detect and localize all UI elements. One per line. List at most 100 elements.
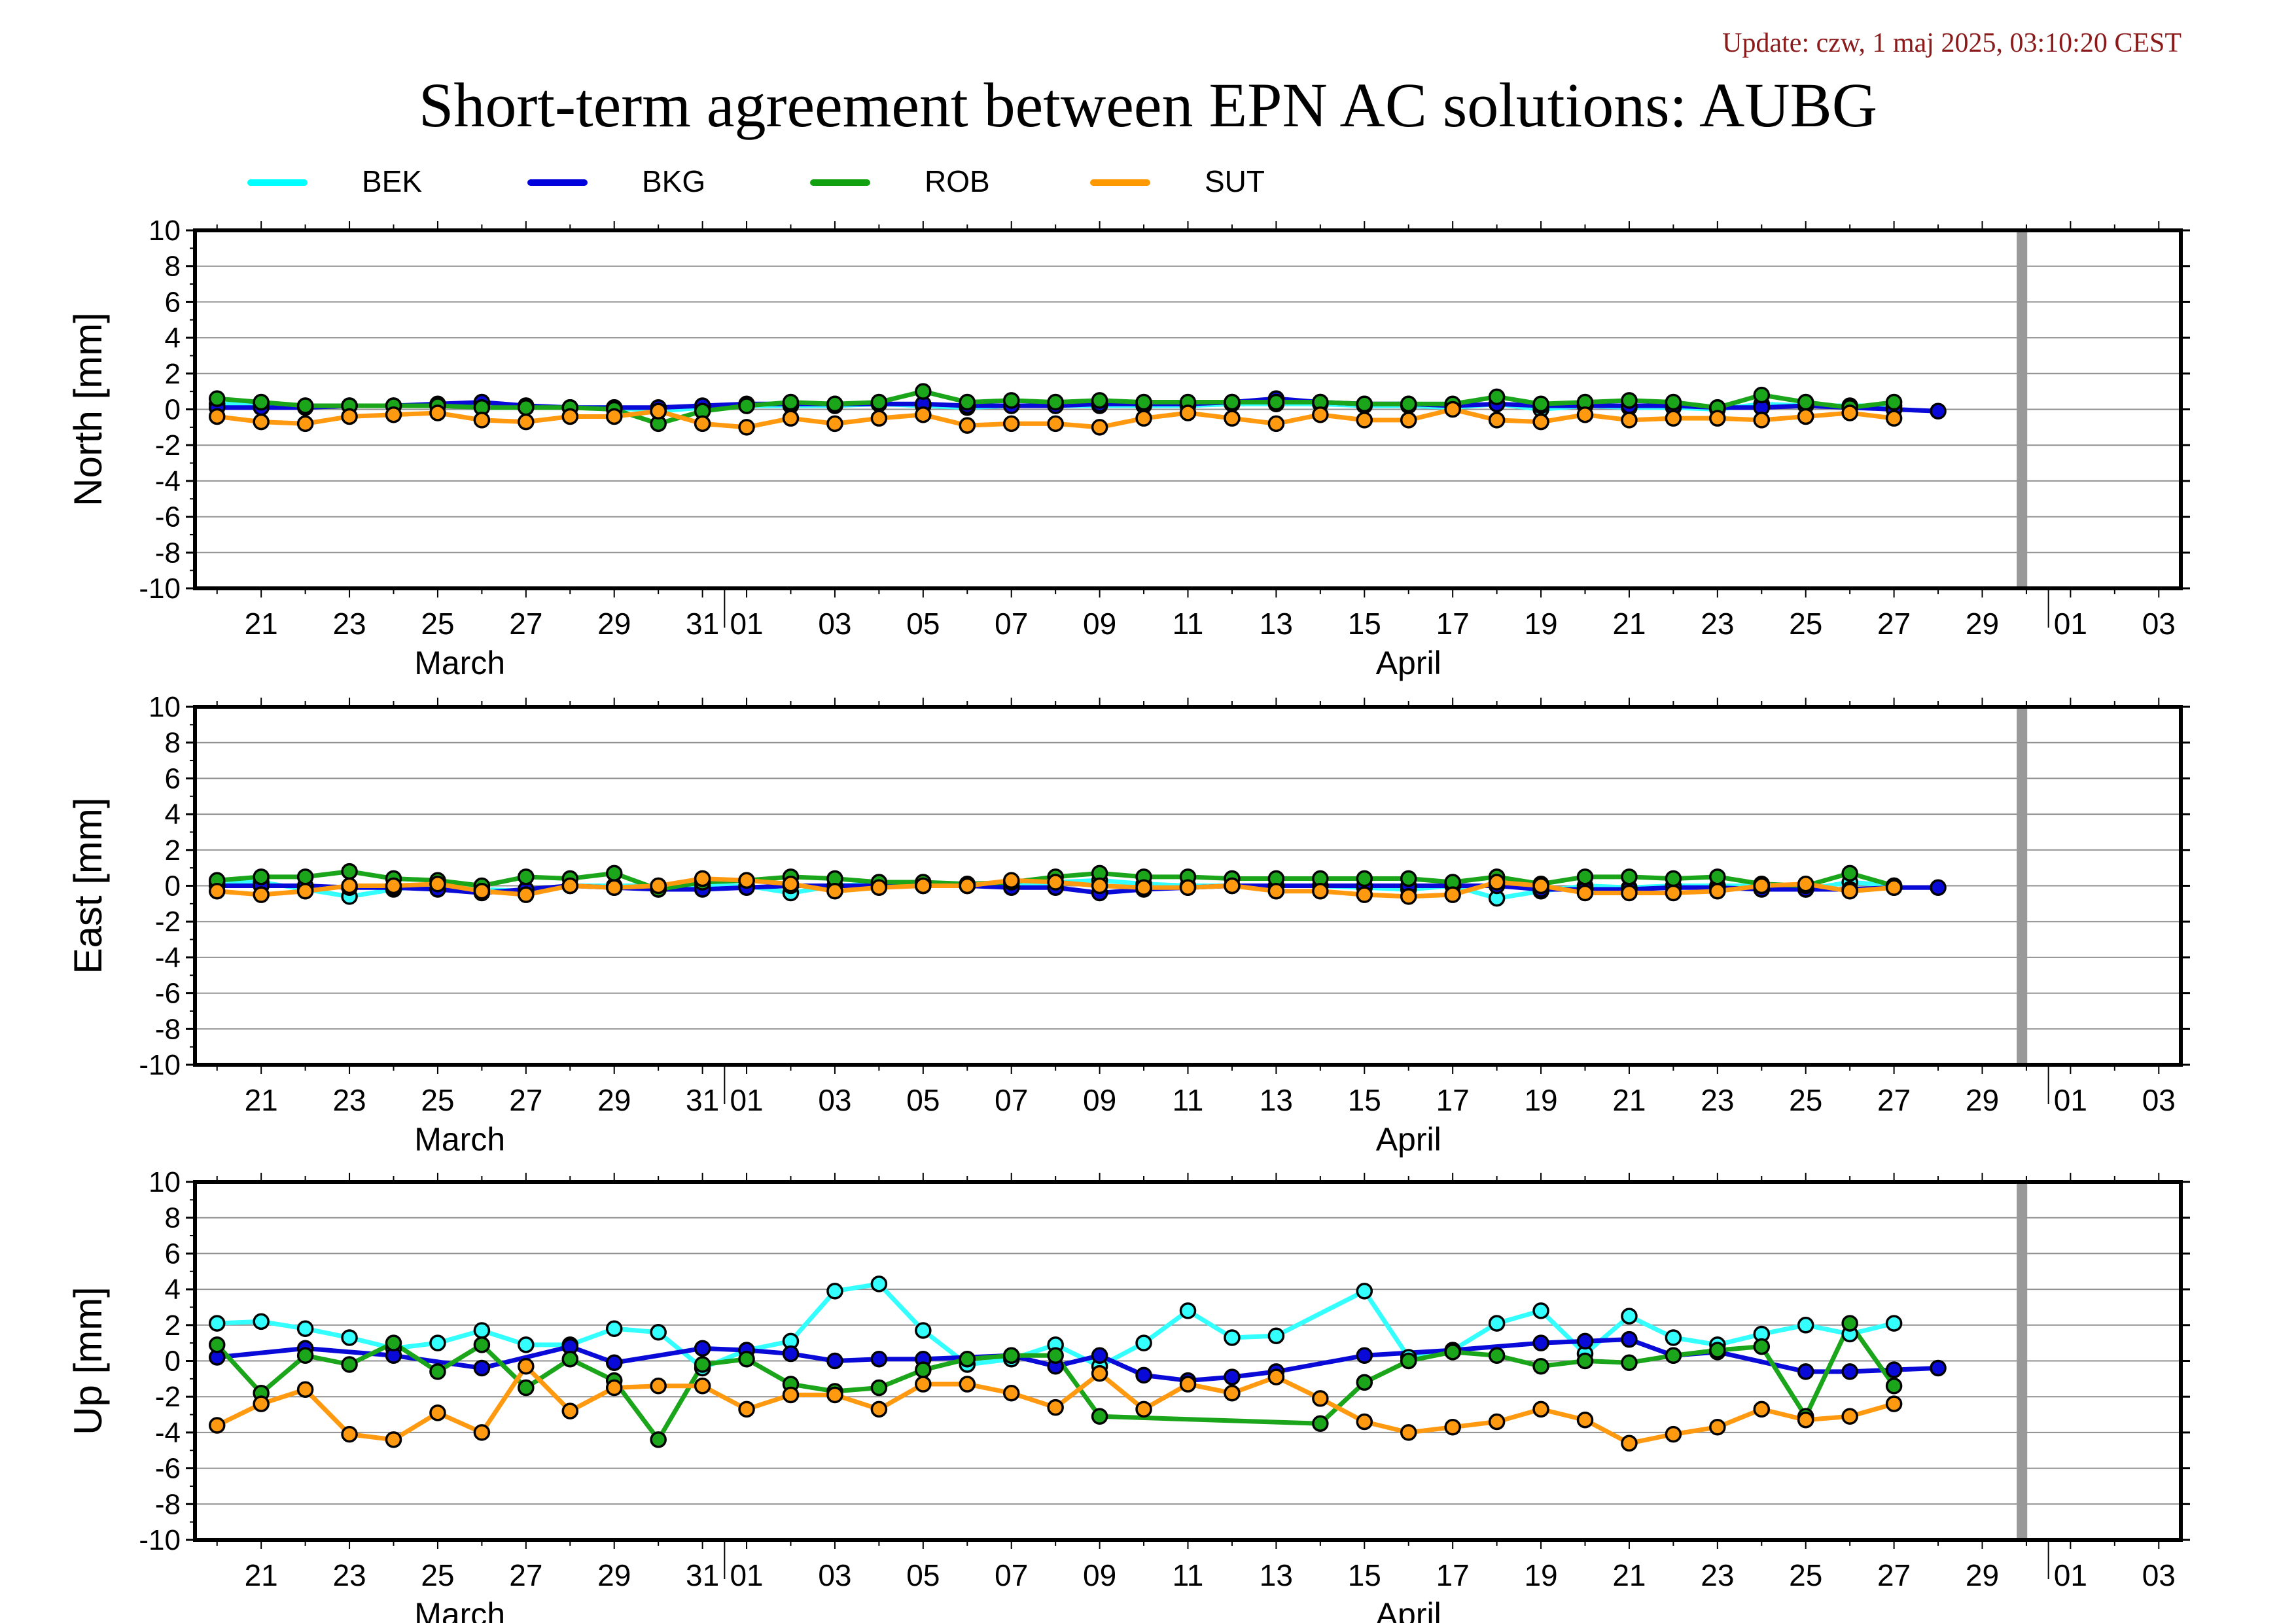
data-point-rob: [1488, 388, 1506, 406]
data-point-rob: [1797, 393, 1814, 411]
data-point-bek: [1488, 1315, 1506, 1332]
data-point-rob: [1753, 1338, 1771, 1355]
data-point-sut: [826, 882, 843, 900]
data-point-rob: [1047, 1347, 1064, 1364]
y-tick-label: -10: [139, 1524, 181, 1556]
data-point-bkg: [1135, 1366, 1152, 1384]
data-point-rob: [1665, 393, 1682, 411]
data-point-rob: [1885, 393, 1903, 411]
data-point-sut: [694, 1378, 711, 1395]
y-tick-label: -4: [155, 465, 181, 497]
x-tick-label: 23: [332, 1083, 366, 1117]
data-point-rob: [694, 1356, 711, 1373]
data-point-sut: [826, 1386, 843, 1404]
data-point-sut: [1444, 1418, 1461, 1436]
x-tick-label: 31: [686, 1083, 719, 1117]
data-point-rob: [1400, 870, 1417, 887]
x-tick-label: 01: [2054, 607, 2087, 641]
panel-2: 10 8 6 4 2 0-2 -4 -6-8 -10 21 23 25 27 29 31 01 03 05 07 09…: [66, 1166, 2190, 1623]
data-point-bek: [1267, 1327, 1285, 1344]
data-point-sut: [341, 408, 358, 425]
data-point-rob: [1444, 1344, 1461, 1361]
data-point-bkg: [1841, 1363, 1858, 1380]
data-point-sut: [1179, 879, 1197, 896]
data-point-bek: [1532, 1302, 1549, 1319]
data-point-rob: [1488, 1347, 1506, 1364]
data-point-rob: [1002, 1347, 1020, 1364]
legend-swatch-bek: [247, 179, 308, 186]
plot-frame: [193, 705, 2183, 1067]
data-point-rob: [1091, 392, 1108, 409]
month-label: March: [414, 645, 505, 681]
data-point-rob: [1047, 393, 1064, 411]
data-point-rob: [1621, 868, 1638, 885]
data-point-sut: [870, 879, 888, 896]
x-tick-label: 27: [509, 1083, 542, 1117]
data-point-sut: [959, 1376, 976, 1393]
data-point-rob: [1621, 392, 1638, 409]
data-point-rob: [296, 868, 314, 885]
data-point-rob: [208, 1336, 226, 1353]
x-tick-label: 25: [1789, 607, 1822, 641]
data-point-rob: [1841, 865, 1858, 882]
data-point-sut: [208, 408, 226, 425]
data-point-rob: [1224, 393, 1241, 411]
data-point-rob: [738, 397, 755, 414]
data-point-bek: [650, 1323, 667, 1341]
data-point-sut: [1091, 1364, 1108, 1382]
data-point-rob: [253, 393, 270, 411]
data-point-bek: [341, 1329, 358, 1346]
data-point-bek: [429, 1334, 446, 1351]
data-point-sut: [1621, 412, 1638, 429]
x-tick-label: 27: [1877, 607, 1911, 641]
data-point-bkg: [870, 1351, 888, 1368]
data-point-rob: [650, 1431, 667, 1448]
gap-marker: [2017, 1182, 2028, 1540]
data-point-sut: [1576, 406, 1594, 423]
month-label: April: [1376, 1596, 1441, 1623]
data-point-bkg: [1885, 1361, 1903, 1378]
data-point-sut: [1841, 1408, 1858, 1425]
data-point-bkg: [1576, 1332, 1594, 1350]
y-tick-label: 4: [165, 322, 181, 354]
legend-label-sut: SUT: [1205, 164, 1265, 198]
y-tick-label: -2: [155, 906, 181, 938]
update-timestamp: Update: czw, 1 maj 2025, 03:10:20 CEST: [1722, 28, 2181, 58]
data-point-sut: [1665, 884, 1682, 902]
data-point-sut: [1885, 879, 1903, 896]
data-point-sut: [782, 876, 800, 893]
data-point-sut: [1224, 877, 1241, 895]
x-tick-label: 11: [1173, 1083, 1204, 1117]
data-point-sut: [1488, 412, 1506, 429]
data-point-sut: [1488, 874, 1506, 891]
data-point-sut: [1797, 1412, 1814, 1429]
data-point-rob: [915, 1361, 932, 1378]
data-point-sut: [1709, 410, 1726, 427]
data-point-bkg: [694, 1340, 711, 1357]
x-tick-label: 07: [995, 1558, 1028, 1592]
y-tick-label: 6: [165, 1238, 181, 1270]
data-point-bek: [473, 1322, 491, 1339]
data-point-bkg: [1621, 1330, 1638, 1348]
x-tick-label: 15: [1348, 607, 1381, 641]
data-point-rob: [341, 1356, 358, 1373]
data-point-sut: [1885, 410, 1903, 427]
data-point-sut: [1400, 412, 1417, 429]
data-point-sut: [694, 870, 711, 887]
x-tick-label: 13: [1260, 607, 1293, 641]
data-point-bkg: [1224, 1368, 1241, 1385]
data-point-bek: [296, 1320, 314, 1338]
data-point-rob: [429, 1363, 446, 1380]
y-tick-label: -4: [155, 942, 181, 974]
data-point-sut: [1267, 882, 1285, 900]
data-point-bkg: [1091, 1347, 1108, 1364]
data-point-sut: [1753, 877, 1771, 895]
x-tick-label: 05: [906, 607, 940, 641]
chart-title: Short-term agreement between EPN AC solu…: [418, 70, 1878, 140]
series-line-bkg: [215, 396, 1941, 414]
data-point-sut: [1312, 882, 1329, 900]
month-label: April: [1376, 645, 1441, 681]
data-point-sut: [429, 1404, 446, 1421]
x-tick-label: 27: [1877, 1083, 1911, 1117]
data-point-sut: [915, 877, 932, 895]
